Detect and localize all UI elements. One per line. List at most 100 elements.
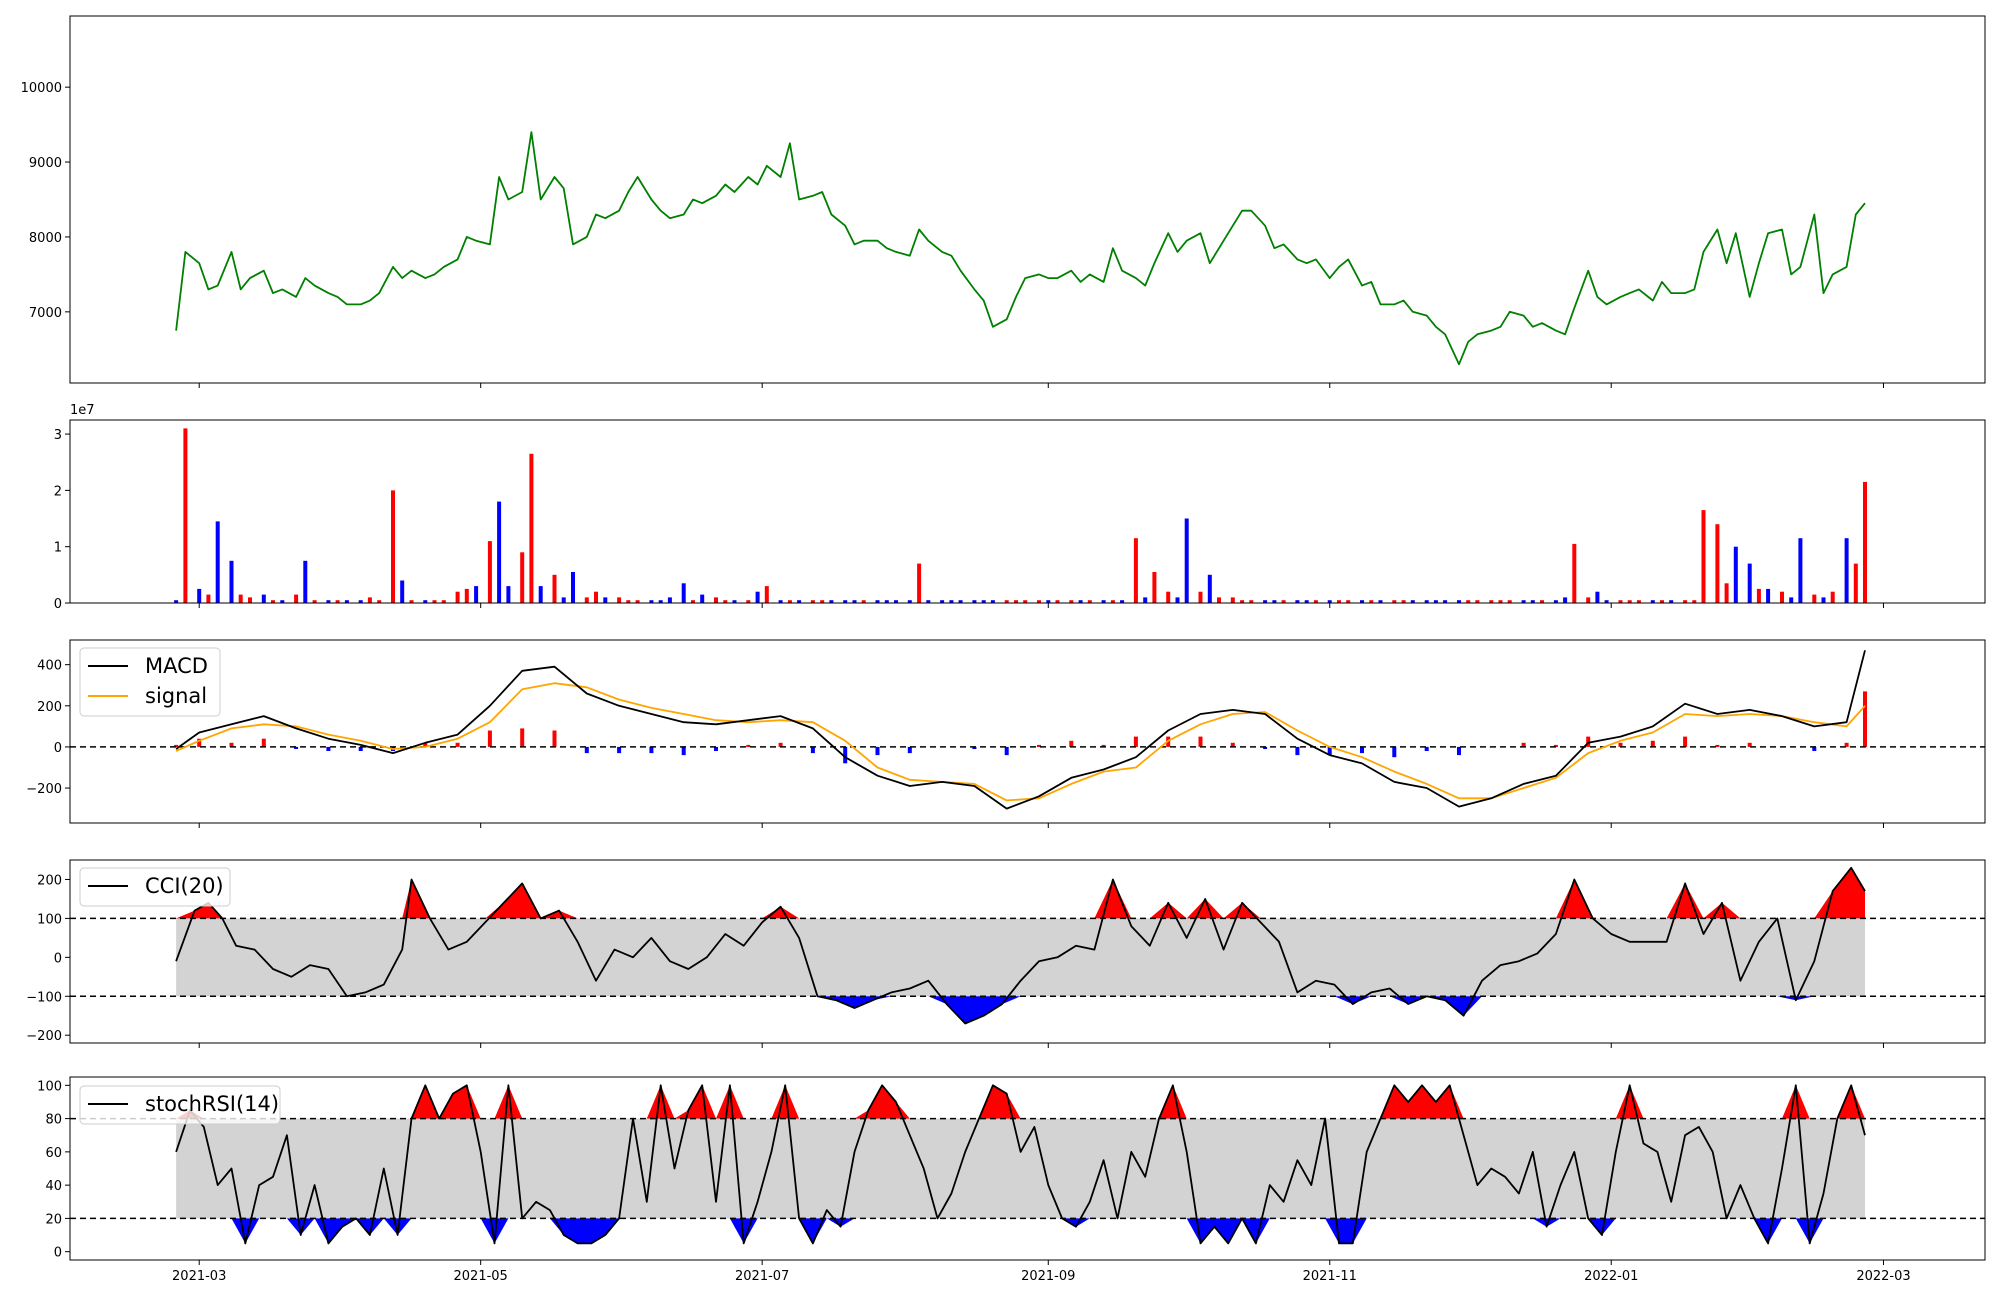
macd-histogram-bar — [778, 742, 783, 747]
volume-bar — [1683, 600, 1688, 603]
price-axes-frame — [69, 15, 1986, 384]
macd-histogram-bar — [1069, 740, 1074, 747]
volume-bar — [746, 600, 751, 603]
volume-bar — [884, 600, 889, 603]
macd-histogram-bar — [1360, 746, 1364, 754]
stochrsi-panel: 0 20 40 60 80 100 stochRSI(14) — [37, 1076, 1986, 1261]
volume-bar — [1217, 597, 1221, 603]
cci-axes-frame — [69, 859, 1986, 1044]
cci-y-tick-label: 100 — [37, 912, 62, 927]
volume-bar — [1304, 600, 1309, 603]
macd-histogram-bar — [1650, 740, 1655, 747]
volume-bar — [409, 600, 414, 603]
volume-bar — [1198, 591, 1203, 603]
volume-bar — [1433, 600, 1438, 603]
price-y-tick-label: 9000 — [29, 156, 62, 171]
volume-bar — [280, 600, 285, 603]
volume-bar — [714, 597, 718, 603]
volume-bar — [1821, 597, 1826, 603]
volume-axes-frame — [69, 419, 1986, 604]
volume-bar — [1424, 600, 1429, 603]
volume-bar — [391, 490, 395, 603]
volume-bar — [603, 597, 608, 603]
volume-bar — [377, 600, 382, 603]
volume-bar — [894, 600, 898, 603]
volume-bar — [1830, 591, 1835, 603]
volume-bar — [215, 521, 220, 603]
volume-bar — [1240, 600, 1245, 603]
volume-bar — [552, 574, 557, 603]
signal-legend-label: signal — [145, 684, 207, 708]
volume-bar — [474, 586, 479, 603]
macd-histogram-bar — [1101, 744, 1106, 747]
stochrsi-y-tick-label: 20 — [45, 1212, 62, 1227]
volume-bar — [843, 600, 848, 603]
volume-bar — [861, 600, 866, 603]
macd-histogram-bar — [326, 746, 331, 751]
volume-bar — [1369, 600, 1374, 603]
macd-panel: −200 0 200 400 MACD signal — [26, 639, 1986, 824]
volume-bar — [1595, 591, 1600, 603]
macd-axes-frame — [69, 639, 1986, 824]
volume-bar — [1747, 563, 1752, 603]
stochrsi-axes-frame — [69, 1076, 1986, 1261]
volume-bar — [990, 600, 995, 603]
volume-bar — [907, 600, 912, 603]
volume-bar — [1046, 600, 1051, 603]
volume-bar — [1489, 600, 1494, 603]
cci-line — [175, 866, 1866, 1025]
volume-bar — [681, 583, 686, 603]
volume-bar — [1120, 600, 1125, 603]
macd-y-tick-label: −200 — [26, 782, 62, 797]
volume-bar — [229, 560, 234, 603]
volume-bar — [1230, 597, 1235, 603]
volume-bar — [571, 572, 575, 603]
volume-bar — [723, 600, 728, 603]
volume-bar — [787, 600, 792, 603]
macd-y-tick-label: 400 — [37, 659, 62, 674]
stochrsi-line — [175, 1084, 1866, 1245]
macd-histogram-bar — [681, 746, 686, 756]
cci-panel: −200 −100 0 100 200 CCI(20) — [26, 859, 1986, 1044]
volume-bar — [1184, 518, 1189, 603]
macd-histogram-bar — [487, 730, 492, 747]
volume-bar — [506, 586, 511, 603]
macd-histogram-bar — [294, 746, 299, 749]
macd-histogram-bar — [520, 728, 525, 747]
volume-bar — [1530, 600, 1535, 603]
stochrsi-neutral-band — [176, 1118, 1866, 1219]
stochrsi-oversold-fill — [176, 1218, 1866, 1244]
volume-bar — [441, 600, 446, 603]
x-tick-label: 2022-01 — [1584, 1269, 1638, 1284]
cci-y-tick-label: 200 — [37, 873, 62, 888]
macd-histogram-bar — [875, 746, 880, 756]
volume-bar — [1466, 600, 1471, 603]
volume-bar — [561, 597, 566, 603]
volume-bar — [1572, 543, 1577, 603]
volume-bar — [1152, 572, 1157, 603]
volume-bar — [1650, 600, 1655, 603]
volume-bar — [1313, 600, 1318, 603]
volume-bar — [594, 591, 598, 603]
macd-histogram-bar — [1327, 746, 1332, 756]
macd-histogram-bar — [358, 746, 363, 751]
volume-bar — [529, 453, 534, 603]
volume-bar — [1660, 600, 1664, 603]
price-plot-area — [175, 131, 1866, 366]
volume-bar — [1475, 600, 1480, 603]
volume-bar — [294, 594, 299, 603]
volume-bar — [487, 541, 492, 603]
price-y-ticks: 7000 8000 9000 10000 — [21, 81, 70, 321]
volume-y-tick-label: 0 — [54, 597, 62, 612]
volume-plot-area — [174, 428, 1867, 603]
volume-y-ticks: 0 1 2 3 — [54, 428, 70, 612]
macd-histogram-bar — [1553, 744, 1558, 747]
x-tick-label: 2021-03 — [172, 1269, 226, 1284]
volume-bar — [335, 600, 340, 603]
volume-bar — [635, 600, 640, 603]
volume-panel: 0 1 2 3 1e7 — [54, 403, 1986, 612]
cci-y-tick-label: −100 — [26, 990, 62, 1005]
volume-bar — [1087, 600, 1092, 603]
volume-bar — [691, 600, 695, 603]
